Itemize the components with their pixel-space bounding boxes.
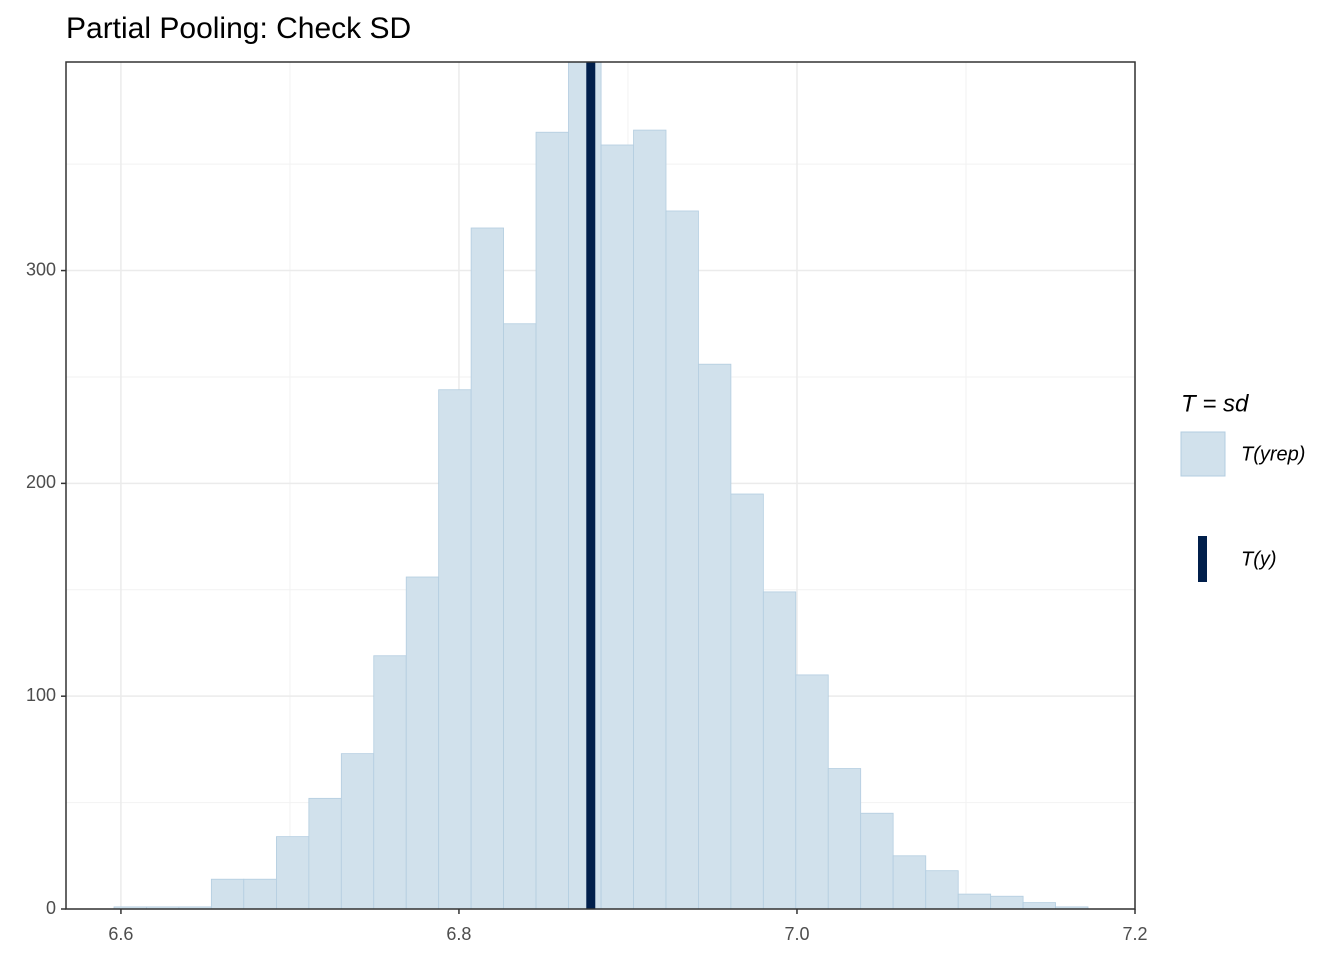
bar (503, 323, 537, 910)
x-tick-label: 6.8 (446, 924, 471, 944)
chart-title: Partial Pooling: Check SD (66, 12, 411, 45)
panel-border (65, 61, 1136, 910)
bar (957, 893, 992, 910)
legend-swatch (1198, 536, 1207, 582)
bar (925, 870, 959, 910)
x-tick-label: 7.0 (784, 924, 809, 944)
bar (308, 797, 342, 910)
bar (405, 576, 440, 910)
bar (665, 210, 699, 910)
legend-label: T(y) (1241, 548, 1277, 570)
legend-label: T(yrep) (1241, 443, 1305, 465)
bar (568, 61, 602, 910)
y-tick-label: 0 (46, 898, 56, 918)
bar (795, 674, 829, 910)
bar (243, 878, 277, 910)
x-tick-label: 7.2 (1122, 924, 1147, 944)
bar (730, 493, 764, 910)
bar (698, 363, 732, 910)
bar (990, 895, 1024, 910)
legend-title: T = sd (1181, 390, 1249, 417)
y-tick-label: 100 (26, 685, 56, 705)
bar (1022, 902, 1056, 910)
bar (860, 812, 894, 910)
bar (535, 131, 569, 910)
bar (470, 227, 504, 910)
bar (438, 389, 472, 910)
x-tick-label: 6.6 (108, 924, 133, 944)
y-tick-label: 300 (26, 259, 56, 279)
bar (633, 129, 667, 910)
legend-swatch (1180, 431, 1226, 477)
bar (276, 836, 310, 910)
y-tick-label: 200 (26, 472, 56, 492)
bar (600, 144, 634, 910)
bar (892, 855, 927, 910)
bar (210, 878, 245, 910)
bar (762, 591, 797, 910)
bar (373, 655, 407, 910)
bar (827, 768, 862, 910)
bar (340, 753, 375, 910)
